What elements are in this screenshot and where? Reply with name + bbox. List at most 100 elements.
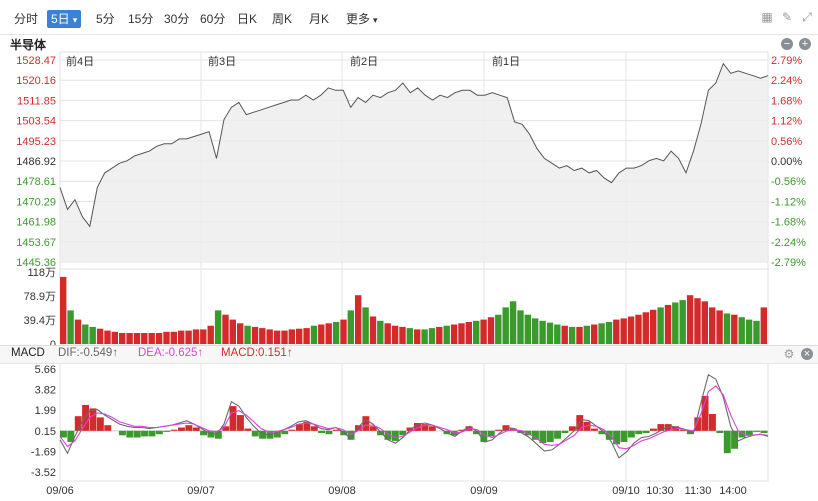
close-icon[interactable]: ×	[801, 348, 813, 360]
volume-bar	[148, 333, 155, 344]
tab-weekly-k[interactable]: 周K	[272, 12, 293, 26]
volume-bar	[709, 307, 716, 344]
tab-intraday[interactable]: 分时	[14, 12, 39, 26]
tab-daily-k[interactable]: 日K	[237, 12, 258, 26]
price-tick-label: 1445.36	[16, 257, 56, 269]
volume-bar	[686, 295, 694, 344]
macd-histogram-bar	[251, 430, 259, 437]
macd-histogram-bar	[237, 415, 244, 431]
chevron-down-icon: ▾	[373, 15, 378, 25]
volume-bar	[244, 325, 251, 344]
macd-header: MACD DIF:-0.549↑ DEA:-0.625↑ MACD:0.151↑…	[0, 345, 818, 364]
grid-layout-icon[interactable]: ▦	[761, 10, 773, 24]
macd-tick-label: 0.15	[35, 426, 56, 438]
macd-histogram-bar	[369, 426, 377, 431]
macd-tick-label: 1.99	[35, 405, 56, 417]
volume-bar	[576, 326, 583, 344]
price-tick-label: 1470.29	[16, 196, 56, 208]
fullscreen-icon[interactable]: ⤢	[802, 10, 812, 24]
volume-bar	[745, 319, 753, 344]
percent-tick-label: 0.00%	[771, 156, 802, 168]
volume-bar	[458, 323, 465, 344]
percent-tick-label: -2.79%	[771, 257, 806, 269]
macd-histogram-bar	[480, 430, 488, 442]
macd-histogram-bar	[214, 430, 222, 439]
expand-plus-icon[interactable]: +	[799, 38, 811, 50]
macd-histogram-bar	[561, 430, 569, 433]
x-axis-label: 14:00	[719, 485, 747, 497]
macd-histogram-bar	[428, 426, 436, 431]
volume-bar	[362, 307, 369, 344]
tab-15min[interactable]: 15分	[128, 12, 154, 26]
macd-tick-label: 3.82	[35, 385, 56, 397]
volume-bar	[443, 325, 450, 344]
volume-bar	[672, 302, 679, 344]
macd-histogram-bar	[222, 426, 230, 431]
price-tick-label: 1511.85	[17, 95, 56, 107]
volume-bar	[546, 322, 554, 344]
tab-5day[interactable]: 5日 ▾	[47, 10, 82, 28]
draw-pen-icon[interactable]: ✎	[781, 10, 793, 24]
macd-histogram-bar	[96, 417, 104, 431]
macd-histogram-bar	[377, 430, 384, 436]
volume-bar	[296, 328, 303, 344]
macd-histogram-bar	[273, 430, 281, 438]
percent-tick-label: 1.12%	[771, 116, 802, 128]
volume-bar	[753, 320, 760, 344]
volume-bar	[591, 324, 598, 344]
volume-bar	[561, 325, 568, 344]
macd-histogram-bar	[745, 430, 753, 436]
macd-histogram-bar	[723, 430, 731, 454]
volume-bar	[266, 329, 273, 344]
macd-panel	[59, 362, 769, 482]
dif-line	[59, 373, 769, 459]
tab-5min[interactable]: 5分	[96, 12, 115, 26]
volume-bar	[406, 328, 413, 344]
macd-histogram-bar	[133, 430, 141, 438]
volume-bar	[74, 319, 82, 344]
macd-histogram-bar	[650, 428, 657, 431]
price-tick-label: 1528.47	[16, 55, 56, 67]
tab-monthly-k[interactable]: 月K	[309, 12, 330, 26]
x-axis-label: 09/08	[328, 485, 356, 497]
macd-histogram-bar	[539, 430, 547, 444]
tab-30min[interactable]: 30分	[164, 12, 190, 26]
macd-histogram-bar	[362, 416, 370, 431]
volume-bar	[760, 307, 767, 344]
volume-bar	[723, 313, 731, 344]
volume-bar	[524, 314, 531, 344]
gear-icon[interactable]: ⚙	[783, 347, 795, 361]
volume-bar	[539, 320, 546, 344]
percent-tick-label: -1.68%	[771, 217, 806, 229]
day-label: 前1日	[492, 54, 520, 68]
volume-tick-label: 39.4万	[24, 315, 56, 327]
stock-name: 半导体	[10, 38, 47, 52]
macd-tick-label: -1.69	[31, 446, 56, 458]
macd-histogram-bar	[259, 430, 266, 439]
macd-histogram-bar	[281, 430, 289, 435]
x-axis-label: 09/06	[46, 485, 74, 497]
volume-tick-label: 118万	[27, 267, 56, 279]
volume-bar	[731, 314, 738, 344]
macd-histogram-bar	[657, 424, 665, 431]
macd-histogram-bar	[318, 430, 325, 433]
macd-value: MACD:0.151↑	[221, 347, 293, 359]
volume-bar	[303, 328, 310, 344]
macd-histogram-bar	[60, 430, 67, 438]
macd-histogram-bar	[701, 396, 709, 431]
percent-tick-label: -2.24%	[771, 237, 806, 249]
macd-histogram-bar	[244, 428, 252, 431]
macd-title: MACD	[11, 347, 45, 359]
tab-60min[interactable]: 60分	[200, 12, 226, 26]
tab-more[interactable]: 更多 ▾	[346, 10, 378, 28]
collapse-minus-icon[interactable]: −	[781, 38, 793, 50]
macd-histogram-bar	[495, 429, 502, 431]
volume-bar	[650, 309, 657, 344]
macd-histogram-bar	[296, 424, 303, 431]
volume-bar	[664, 304, 672, 344]
macd-histogram-bar	[163, 430, 171, 432]
volume-bar	[89, 326, 96, 344]
volume-bar	[104, 330, 111, 344]
volume-bar	[716, 310, 723, 344]
